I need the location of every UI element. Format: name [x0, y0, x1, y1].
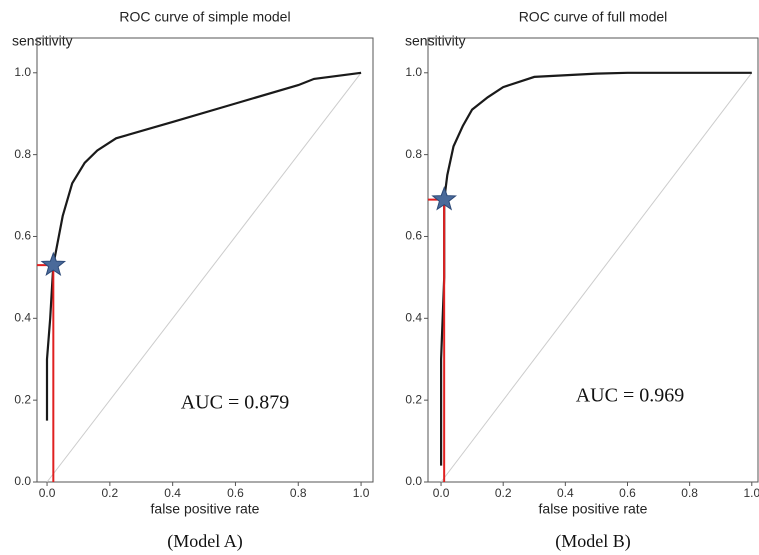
- x-tick-label: 0.2: [495, 486, 512, 500]
- y-tick-label: 0.8: [14, 147, 31, 161]
- diagonal: [46, 72, 362, 483]
- caption: (Model A): [167, 531, 243, 552]
- x-tick-label: 0.8: [290, 486, 307, 500]
- auc-annotation: AUC = 0.969: [576, 385, 685, 407]
- cutoff-star: [40, 251, 67, 276]
- cutoff-star: [431, 186, 457, 211]
- y-tick-label: 1.0: [14, 65, 31, 79]
- y-tick-label: 0.2: [405, 392, 422, 406]
- x-tick-label: 1.0: [743, 486, 759, 500]
- x-tick-label: 0.2: [102, 486, 119, 500]
- y-tick-label: 1.0: [405, 65, 422, 79]
- x-tick-label: 0.4: [164, 486, 181, 500]
- x-tick-label: 0.0: [39, 486, 56, 500]
- auc-annotation: AUC = 0.879: [181, 392, 290, 414]
- y-tick-label: 0.0: [14, 474, 31, 488]
- y-tick-label: 0.6: [14, 229, 31, 243]
- chart-title: ROC curve of full model: [519, 9, 668, 25]
- y-tick-label: 0.6: [405, 229, 422, 243]
- x-tick-label: 0.0: [433, 486, 450, 500]
- y-axis-label: sensitivity: [12, 33, 73, 49]
- y-tick-label: 0.4: [405, 310, 422, 324]
- chart-title: ROC curve of simple model: [119, 9, 290, 25]
- caption: (Model B): [555, 531, 631, 552]
- y-axis-label: sensitivity: [405, 33, 466, 49]
- y-tick-label: 0.0: [405, 474, 422, 488]
- y-tick-label: 0.4: [14, 310, 31, 324]
- roc-curve: [440, 71, 752, 466]
- diagonal: [440, 72, 753, 483]
- roc-curve: [45, 71, 362, 421]
- x-axis-label: false positive rate: [539, 501, 648, 517]
- plot-frame: [427, 37, 759, 483]
- x-axis-label: false positive rate: [151, 501, 260, 517]
- x-tick-label: 0.4: [557, 486, 574, 500]
- plot-frame: [36, 37, 374, 483]
- y-tick-label: 0.8: [405, 147, 422, 161]
- x-tick-label: 0.8: [681, 486, 698, 500]
- y-tick-label: 0.2: [14, 392, 31, 406]
- x-tick-label: 0.6: [619, 486, 636, 500]
- x-tick-label: 1.0: [353, 486, 370, 500]
- x-tick-label: 0.6: [227, 486, 244, 500]
